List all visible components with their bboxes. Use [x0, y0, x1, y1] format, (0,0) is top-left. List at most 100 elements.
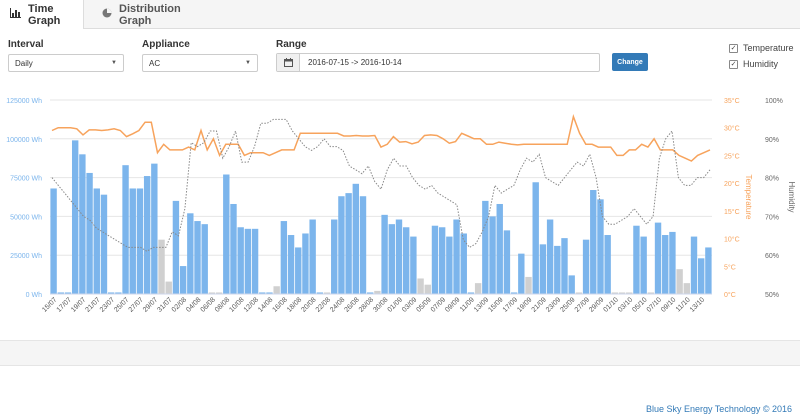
range-input[interactable]: 2016-07-15 -> 2016-10-14 — [276, 53, 600, 72]
energy-bar — [582, 239, 590, 294]
tab-time-graph-label: Time Graph — [28, 2, 61, 27]
humidity-axis-tick: 50% — [765, 292, 779, 299]
temperature-axis-tick: 10°C — [724, 236, 740, 244]
x-axis-tick: 16/08 — [272, 296, 289, 313]
energy-bar — [590, 190, 597, 294]
x-axis-tick: 30/08 — [372, 296, 389, 313]
x-axis-tick: 01/10 — [603, 296, 620, 313]
x-axis-tick: 29/07 — [142, 296, 159, 313]
energy-bar — [539, 244, 547, 294]
x-axis-tick: 15/09 — [487, 296, 504, 313]
energy-bar — [705, 247, 712, 294]
interval-select-value: Daily — [15, 58, 33, 68]
energy-axis-tick: 100000 Wh — [6, 137, 42, 144]
appliance-select[interactable]: AC ▼ — [142, 54, 258, 72]
energy-bar — [460, 233, 467, 294]
interval-select[interactable]: Daily ▼ — [8, 54, 124, 72]
energy-bar — [698, 258, 705, 294]
x-axis-tick: 07/10 — [646, 296, 663, 313]
footer-band — [0, 340, 800, 366]
energy-bar — [266, 292, 273, 294]
energy-axis-tick: 25000 Wh — [10, 253, 42, 260]
x-axis-tick: 23/07 — [99, 296, 116, 313]
energy-axis-tick: 125000 Wh — [6, 98, 42, 105]
humidity-checkbox[interactable]: ✓ Humidity — [729, 59, 778, 69]
energy-bar — [510, 292, 518, 294]
x-axis-tick: 05/09 — [415, 296, 432, 313]
energy-bar — [676, 269, 683, 294]
humidity-axis-title: Humidity — [787, 181, 796, 212]
x-axis-tick: 25/09 — [559, 296, 576, 313]
energy-bar — [532, 182, 539, 294]
energy-bar — [374, 290, 381, 294]
energy-bar — [107, 292, 115, 294]
x-axis-tick: 03/09 — [401, 296, 418, 313]
energy-axis-tick: 75000 Wh — [10, 176, 42, 183]
tab-bar: Time Graph Distribution Graph — [0, 0, 800, 29]
energy-bar — [215, 292, 223, 294]
energy-bar — [223, 174, 230, 294]
energy-bar — [295, 247, 302, 294]
x-axis-tick: 06/08 — [200, 296, 217, 313]
energy-bar — [316, 292, 324, 294]
temperature-checkbox-label: Temperature — [743, 43, 794, 53]
energy-bar — [683, 283, 691, 294]
energy-bar — [633, 225, 640, 294]
bar-chart-icon — [10, 8, 21, 21]
x-axis-tick: 02/08 — [171, 296, 188, 313]
range-value: 2016-07-15 -> 2016-10-14 — [308, 58, 402, 67]
humidity-axis-tick: 70% — [765, 214, 779, 221]
energy-bar — [597, 199, 604, 294]
temperature-axis-tick: 0°C — [724, 291, 736, 299]
x-axis-tick: 19/07 — [70, 296, 87, 313]
pie-chart-icon — [102, 8, 112, 21]
x-axis-tick: 12/08 — [243, 296, 260, 313]
energy-bar — [323, 292, 331, 294]
energy-bar — [690, 236, 698, 294]
energy-bar — [151, 163, 158, 294]
energy-bar — [489, 216, 496, 294]
energy-bar — [618, 292, 626, 294]
energy-bar — [604, 235, 611, 294]
energy-bar — [115, 292, 122, 294]
change-button[interactable]: Change — [612, 53, 648, 71]
temperature-checkbox[interactable]: ✓ Temperature — [729, 43, 794, 53]
humidity-axis-tick: 80% — [765, 176, 779, 183]
energy-bar — [259, 292, 266, 294]
energy-bar — [79, 154, 86, 294]
energy-bar — [640, 236, 647, 294]
x-axis-tick: 14/08 — [257, 296, 274, 313]
temperature-axis-tick: 35°C — [724, 97, 740, 105]
range-label: Range — [276, 39, 307, 50]
check-icon: ✓ — [729, 43, 738, 53]
energy-bar — [359, 196, 367, 294]
x-axis-tick: 13/09 — [473, 296, 490, 313]
energy-axis-tick: 50000 Wh — [10, 214, 42, 221]
energy-bar — [165, 281, 172, 294]
energy-bar — [474, 283, 482, 294]
x-axis-tick: 19/09 — [516, 296, 533, 313]
appliance-select-value: AC — [149, 58, 161, 68]
energy-bar — [273, 286, 280, 294]
energy-bar — [626, 292, 633, 294]
tab-distribution-graph[interactable]: Distribution Graph — [96, 0, 206, 29]
caret-down-icon: ▼ — [245, 60, 251, 66]
energy-bar — [86, 172, 93, 294]
x-axis-tick: 08/08 — [214, 296, 231, 313]
tab-distribution-graph-label: Distribution Graph — [119, 2, 181, 27]
energy-bar — [172, 200, 180, 294]
interval-label: Interval — [8, 39, 44, 50]
energy-bar — [208, 292, 216, 294]
humidity-axis-tick: 60% — [765, 253, 779, 260]
energy-bar — [136, 188, 144, 294]
energy-bar — [251, 228, 259, 294]
energy-bar — [554, 245, 561, 294]
energy-bar — [503, 230, 511, 294]
energy-bar — [395, 219, 403, 294]
x-axis-tick: 28/08 — [358, 296, 375, 313]
energy-bar — [381, 214, 388, 294]
energy-bar — [158, 239, 165, 294]
tab-time-graph[interactable]: Time Graph — [0, 0, 84, 29]
energy-bar — [280, 221, 288, 294]
energy-bar — [302, 233, 309, 294]
